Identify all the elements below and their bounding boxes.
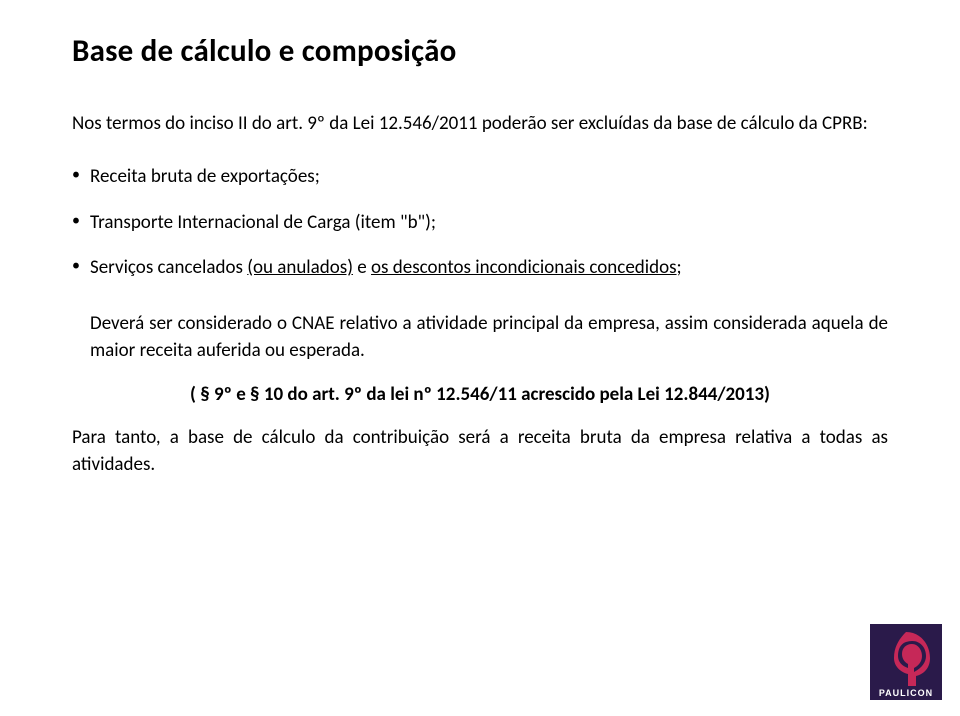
para-tanto-paragraph: Para tanto, a base de cálculo da contrib… [72, 424, 888, 479]
bullet-list: Receita bruta de exportações; Transporte… [72, 163, 888, 282]
paulicon-logo: PAULICON [870, 624, 942, 700]
bullet-item-3: Serviços cancelados (ou anulados) e os d… [72, 254, 888, 282]
bullet3-post: ; [677, 256, 682, 279]
legal-reference: ( § 9º e § 10 do art. 9º da lei nº 12.54… [72, 383, 888, 406]
considerado-paragraph: Deverá ser considerado o CNAE relativo a… [72, 310, 888, 365]
intro-text: Nos termos do inciso II do art. 9º da Le… [72, 112, 888, 135]
slide: Base de cálculo e composição Nos termos … [0, 0, 960, 716]
bullet3-underline-1: (ou anulados) [247, 256, 353, 279]
bullet3-pre: Serviços cancelados [90, 256, 247, 279]
bullet-item-2: Transporte Internacional de Carga (item … [72, 209, 888, 237]
bullet3-mid: e [353, 256, 371, 279]
bullet-item-1: Receita bruta de exportações; [72, 163, 888, 191]
logo-label: PAULICON [879, 688, 933, 698]
slide-title: Base de cálculo e composição [72, 32, 888, 70]
bullet3-underline-2: os descontos incondicionais concedidos [371, 256, 677, 279]
